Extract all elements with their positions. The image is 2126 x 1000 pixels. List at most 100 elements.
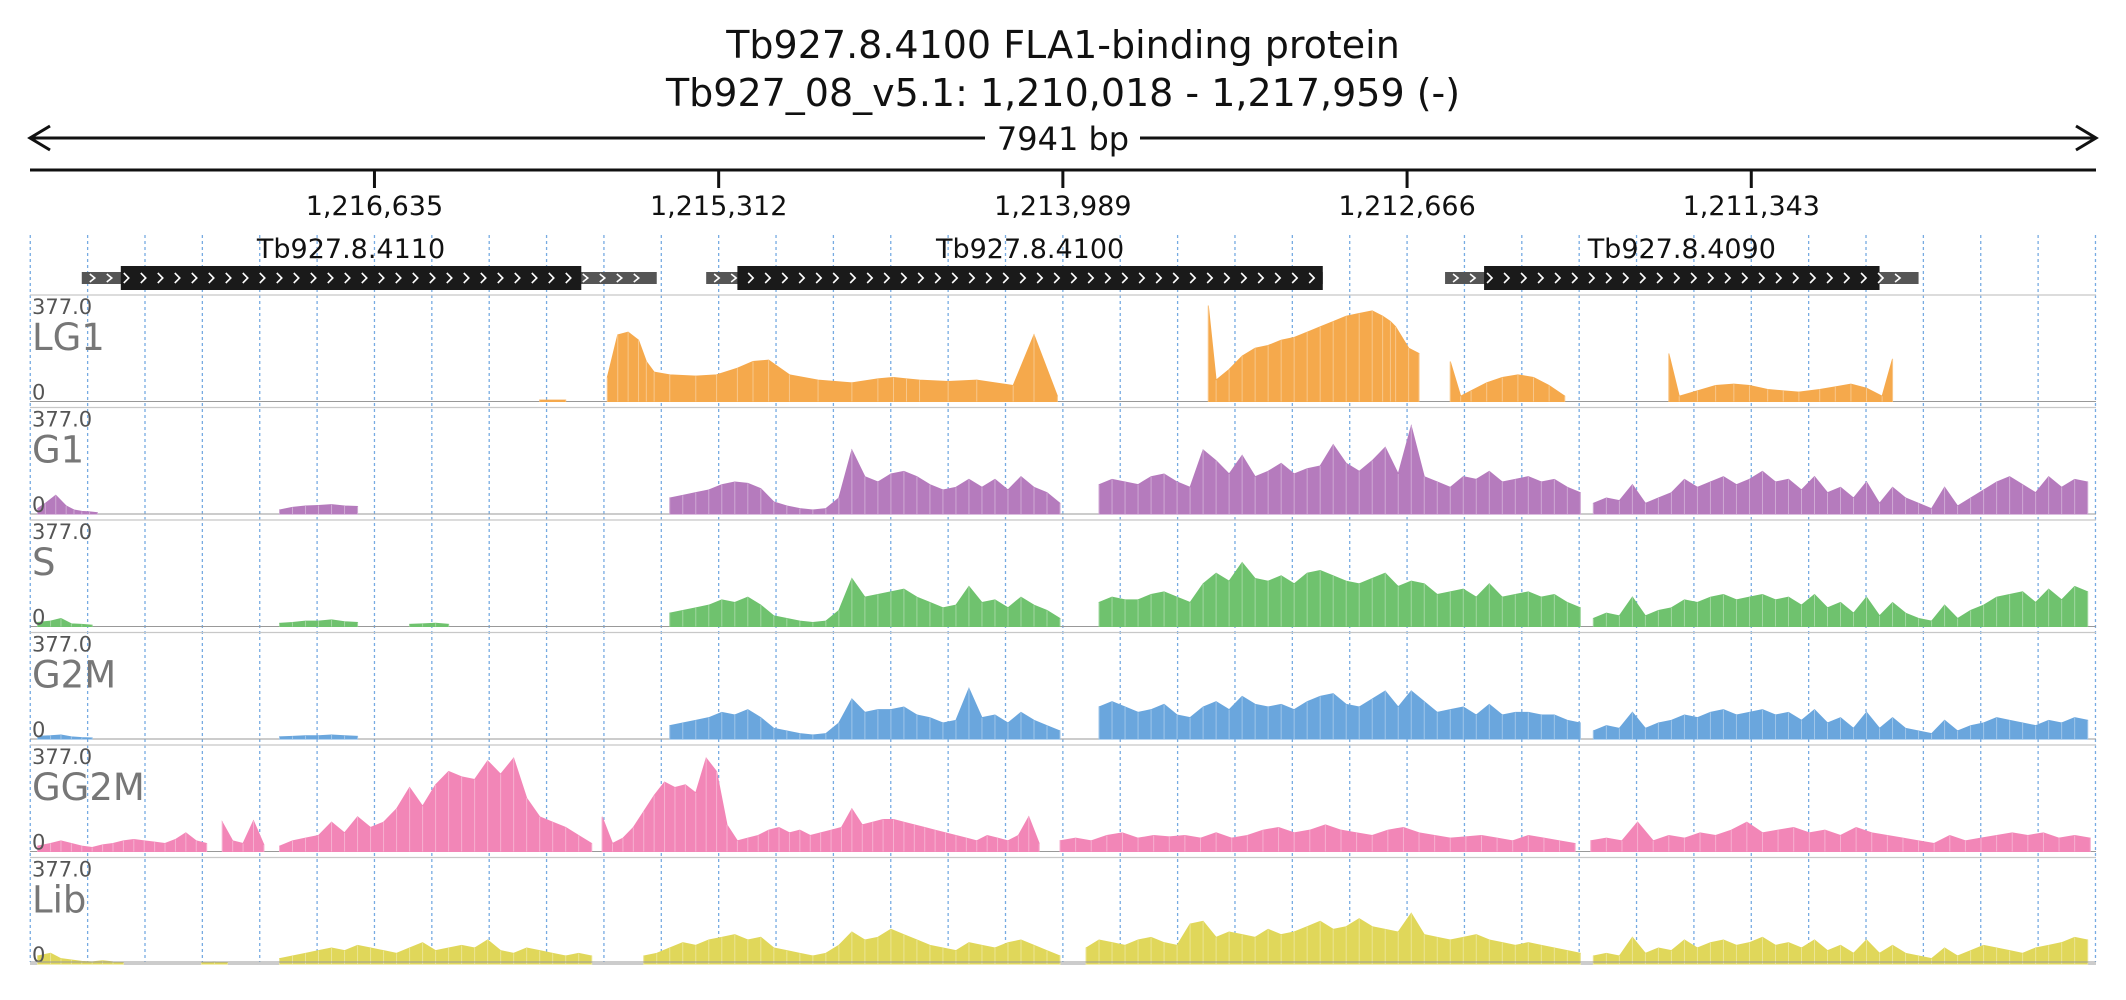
strand-arrow <box>1036 272 1044 284</box>
coverage-bars-s-1 <box>279 619 359 627</box>
coverage-area-lg1-4 <box>1668 353 1894 402</box>
track-name-s: S <box>32 541 56 584</box>
strand-arrow <box>157 272 164 284</box>
coverage-area-g2m-3 <box>1098 690 1581 740</box>
coverage-area-g1-3 <box>1098 424 1581 515</box>
coverage-area-gg2m-1 <box>221 819 265 852</box>
strand-arrow <box>344 272 351 284</box>
track-name-lib: Lib <box>32 879 86 922</box>
strand-arrow <box>242 272 249 284</box>
chart-title-location: Tb927_08_v5.1: 1,210,018 - 1,217,959 (-) <box>665 71 1460 115</box>
track-g1: 377.0 0 G1 <box>30 406 2096 517</box>
strand-arrow <box>174 272 181 284</box>
coverage-bars-gg2m-4 <box>1059 824 1576 852</box>
strand-arrow <box>1554 272 1562 284</box>
strand-arrow <box>1758 272 1766 284</box>
strand-arrow <box>1486 272 1494 284</box>
coverage-area-lib-4 <box>1085 912 1581 965</box>
strand-arrow <box>123 272 130 284</box>
strand-arrow <box>1503 272 1511 284</box>
strand-arrow <box>1291 272 1299 284</box>
strand-arrow <box>1690 272 1698 284</box>
strand-arrow <box>1639 272 1647 284</box>
strand-arrow <box>1860 272 1868 284</box>
strand-arrow <box>1019 272 1027 284</box>
strand-arrow <box>191 272 198 284</box>
strand-arrow <box>327 272 334 284</box>
coverage-area-s-4 <box>1098 561 1581 627</box>
strand-arrow <box>548 272 555 284</box>
strand-arrow <box>1104 272 1112 284</box>
strand-arrow <box>1877 272 1885 284</box>
track-g2m: 377.0 0 G2M <box>30 631 2096 742</box>
coverage-bars-g1-0 <box>37 495 98 514</box>
gene-label-1: Tb927.8.4100 <box>935 234 1124 265</box>
track-min-label: 0 <box>32 831 45 855</box>
strand-arrow <box>1826 272 1834 284</box>
strand-arrow <box>293 272 300 284</box>
strand-arrow <box>1571 272 1579 284</box>
track-max-label: 377.0 <box>32 858 92 882</box>
ruler-tick-label-2: 1,213,989 <box>994 191 1131 222</box>
strand-arrow <box>832 272 840 284</box>
strand-arrow <box>730 273 738 283</box>
coverage-area-g1-1 <box>279 504 359 515</box>
coverage-area-g1-2 <box>669 448 1061 515</box>
strand-arrow <box>951 272 959 284</box>
gene-2[interactable]: Tb927.8.4090 <box>1445 234 1919 290</box>
strand-arrow <box>259 272 266 284</box>
strand-arrow <box>1240 272 1248 284</box>
coverage-area-lib-2 <box>279 939 593 965</box>
coverage-bars-gg2m-0 <box>37 832 208 852</box>
strand-arrow <box>463 272 470 284</box>
strand-arrow <box>225 272 232 284</box>
coverage-bars-g2m-2 <box>669 688 1061 739</box>
coverage-bars-s-3 <box>669 578 1061 627</box>
coverage-bars-g2m-0 <box>37 735 93 739</box>
coverage-bars-s-4 <box>1098 562 1581 627</box>
coverage-bars-gg2m-5 <box>1590 822 2091 852</box>
strand-arrow <box>1257 272 1265 284</box>
coverage-area-s-2 <box>409 622 450 627</box>
gene-0[interactable]: Tb927.8.4110 <box>81 234 657 290</box>
strand-arrow <box>713 273 721 283</box>
coverage-bars-g2m-1 <box>279 735 359 739</box>
strand-arrow <box>531 272 538 284</box>
strand-arrow <box>1588 272 1596 284</box>
span-label: 7941 bp <box>997 120 1129 158</box>
strand-arrow <box>412 272 419 284</box>
span-arrow-head-right <box>2075 124 2099 152</box>
strand-arrow <box>276 272 283 284</box>
gene-label-2: Tb927.8.4090 <box>1587 234 1776 265</box>
strand-arrow <box>1155 272 1163 284</box>
strand-arrow <box>1138 272 1146 284</box>
strand-arrow <box>1809 272 1817 284</box>
coverage-area-g1-4 <box>1592 470 2089 515</box>
ruler-ticks: 1,216,635 1,215,312 1,213,989 1,212,666 1,21… <box>306 170 1820 222</box>
coverage-bars-s-2 <box>409 623 450 627</box>
coverage-bars-g1-4 <box>1592 471 2089 514</box>
track-lib: 377.0 0 Lib <box>30 856 2096 967</box>
track-max-label: 377.0 <box>32 745 92 769</box>
strand-arrow <box>781 272 789 284</box>
coverage-area-lg1-0 <box>539 399 567 402</box>
strand-arrow <box>395 272 402 284</box>
gene-cds-2 <box>1484 266 1880 290</box>
strand-arrow <box>1002 272 1010 284</box>
track-min-label: 0 <box>32 943 45 967</box>
strand-arrow <box>1308 272 1316 284</box>
coverage-bars-s-0 <box>37 618 93 627</box>
coverage-bars-g2m-4 <box>1592 709 2089 739</box>
strand-arrow <box>208 272 215 284</box>
gene-1[interactable]: Tb927.8.4100 <box>706 234 1323 290</box>
ruler-tick-label-4: 1,211,343 <box>1683 191 1820 222</box>
strand-arrow <box>1724 272 1732 284</box>
strand-arrow <box>361 272 368 284</box>
coverage-bars-lib-4 <box>1085 913 1581 964</box>
strand-arrow <box>883 272 891 284</box>
track-min-label: 0 <box>32 606 45 630</box>
coverage-bars-g1-2 <box>669 450 1061 514</box>
coverage-area-gg2m-0 <box>37 832 208 852</box>
strand-arrow <box>480 272 487 284</box>
